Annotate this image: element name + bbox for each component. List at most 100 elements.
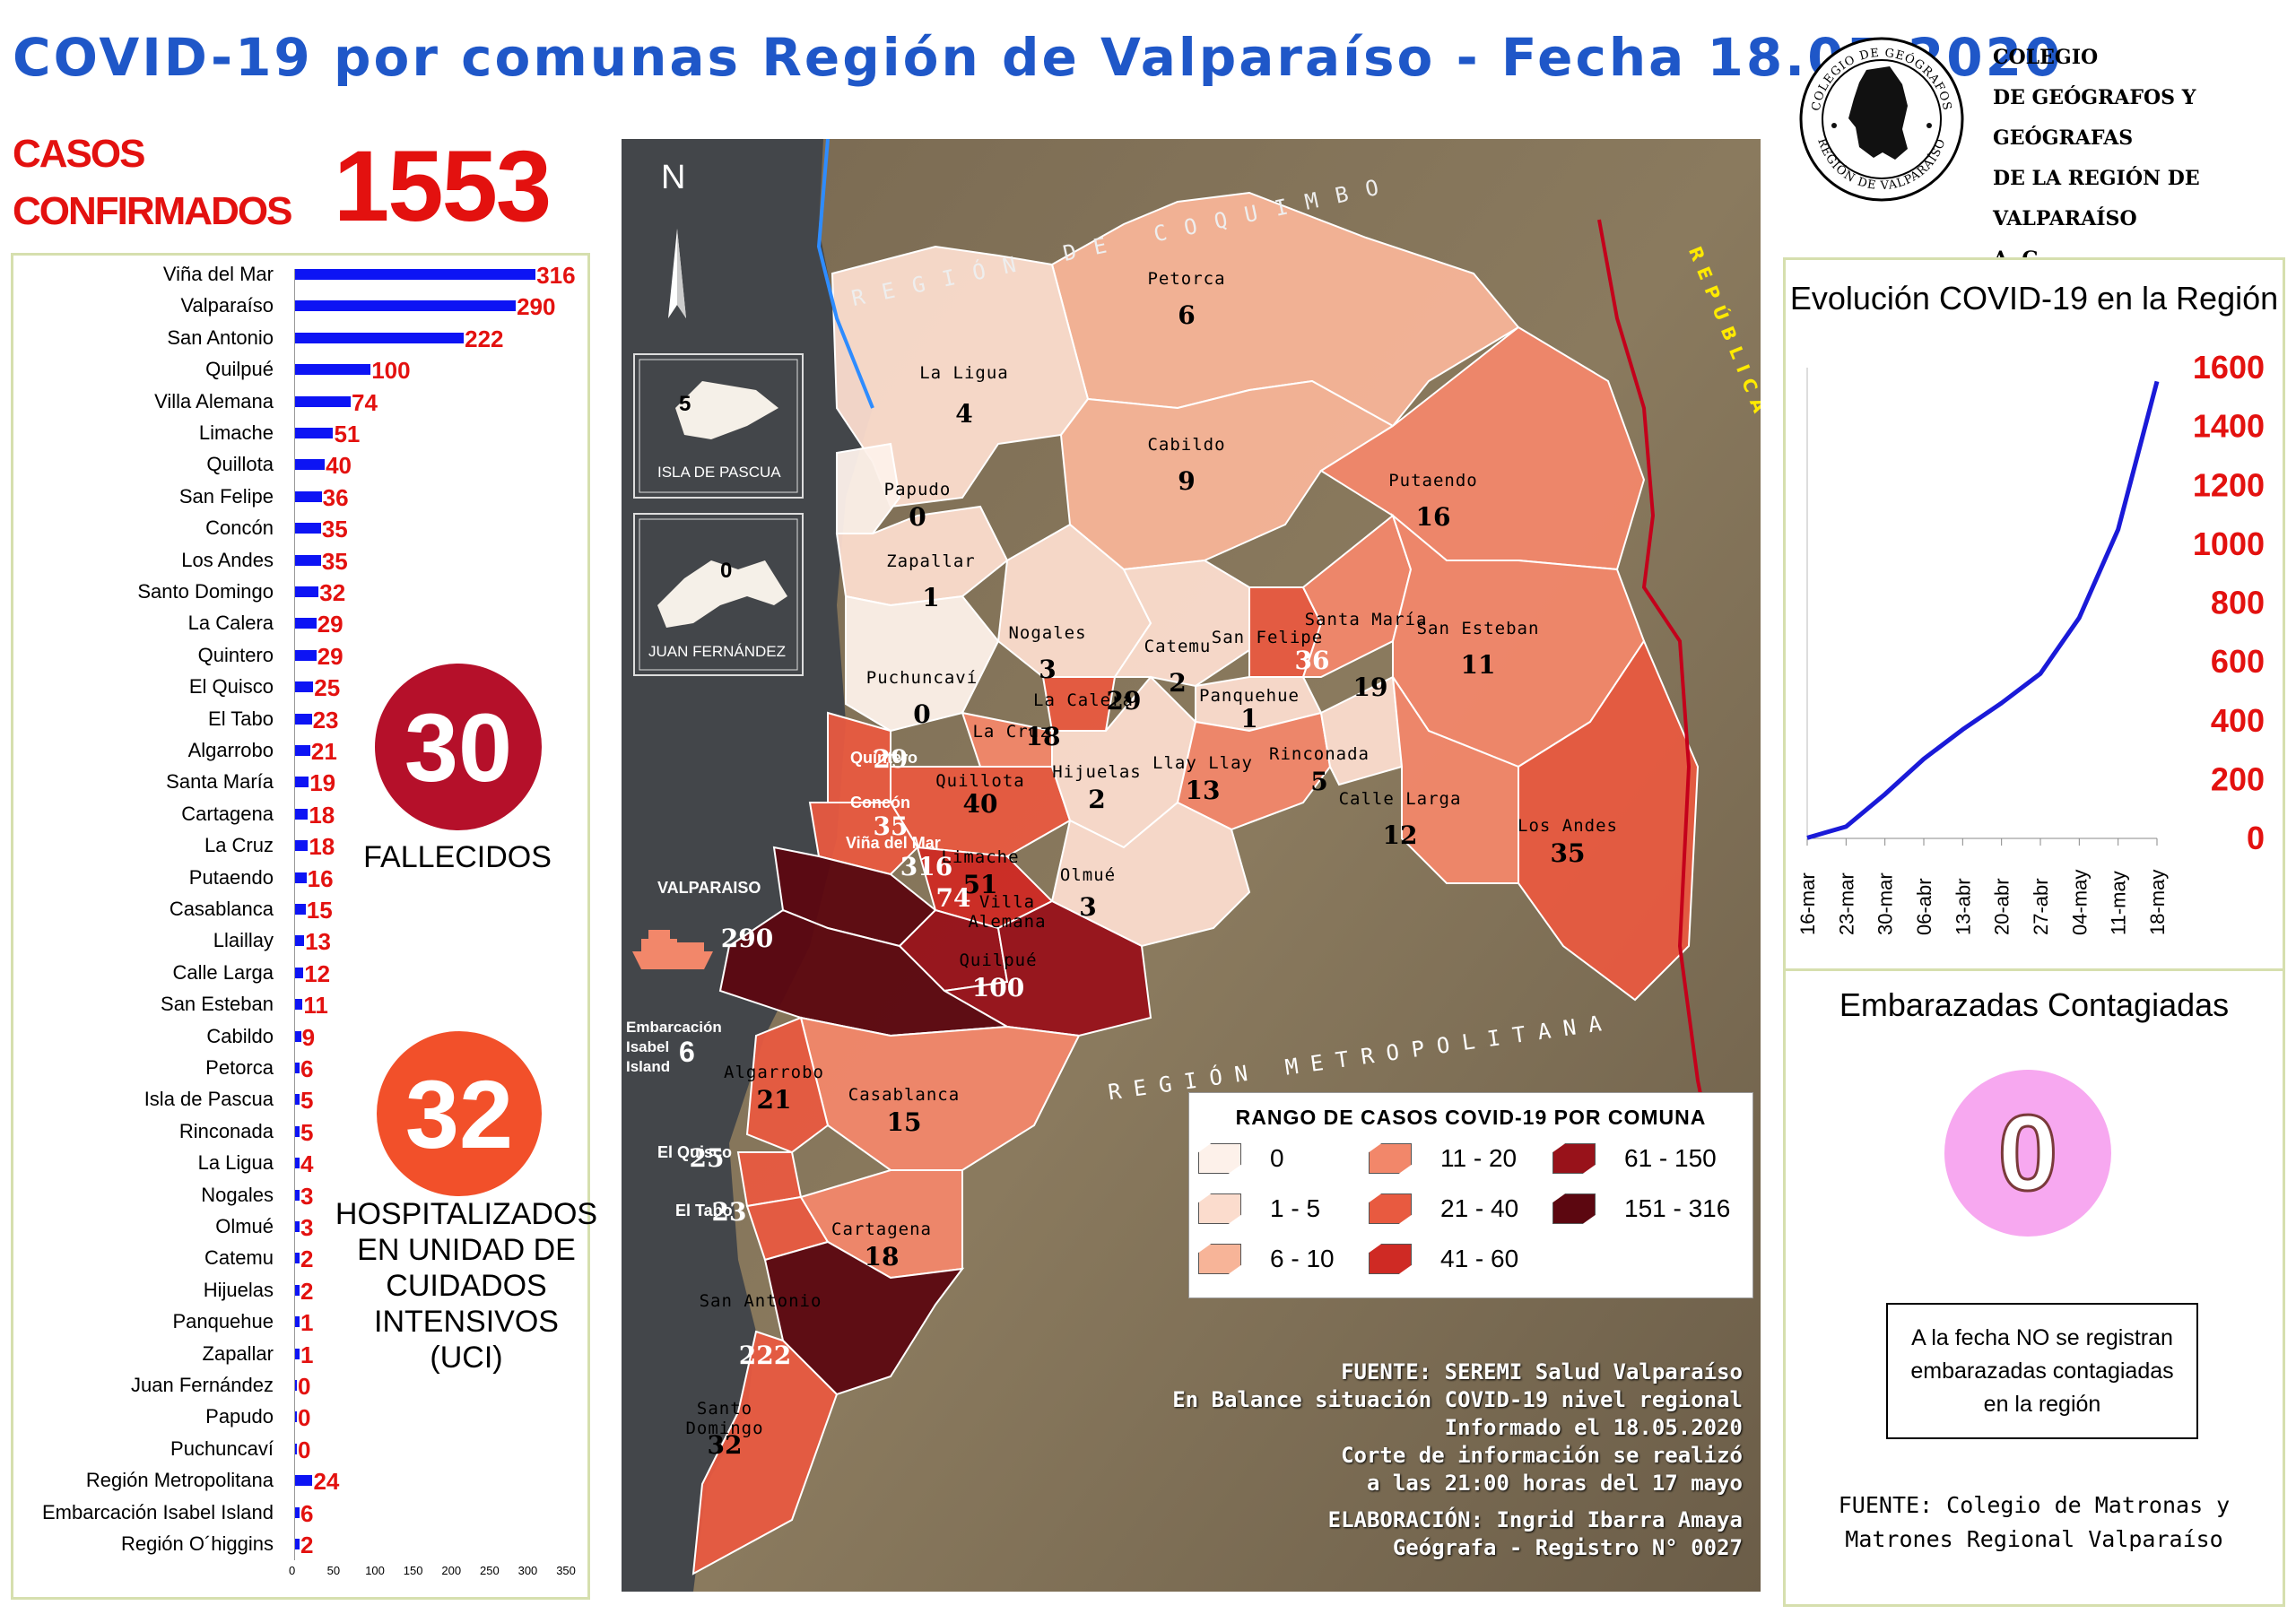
college-line-1: COLEGIO (1993, 46, 2099, 69)
bar (294, 395, 352, 407)
comuna-shape-cabildo (1059, 379, 1395, 571)
choropleth-map: 240000 REGIÓN DE COQUIMBO REGIÓN METROPO… (622, 139, 1761, 1592)
bar (294, 1316, 300, 1328)
bar (294, 586, 319, 597)
bar-value-label: 2 (300, 1532, 314, 1558)
bar (294, 1380, 297, 1391)
bar (294, 777, 309, 788)
comuna-label-catemu: Catemu (1144, 637, 1212, 656)
bar (294, 872, 307, 883)
comuna-value-olmue: 3 (1079, 892, 1097, 922)
bar (294, 269, 536, 280)
bar-category-label: La Cruz (204, 834, 274, 857)
comuna-value-quilpue: 100 (971, 973, 1025, 1002)
bar-value-label: 13 (305, 928, 331, 956)
comuna-label-petorca: Petorca (1147, 269, 1226, 289)
comuna-label-san-esteban: San Esteban (1416, 619, 1540, 638)
ship-icon (632, 930, 713, 969)
comuna-value-hijuelas: 2 (1088, 785, 1106, 814)
north-label: N (661, 159, 686, 196)
ship-label-line1: Embarcación (626, 1019, 722, 1036)
map-source-line4: Corte de información se realizó (1341, 1443, 1743, 1468)
bar-axis-tick: 50 (326, 1564, 341, 1577)
line-chart-y-tick: 400 (2211, 702, 2265, 739)
comuna-label-la-ligua: La Ligua (919, 363, 1009, 383)
ship-label: Embarcación Isabel Island (626, 1018, 722, 1077)
comuna-label-vina-del-mar: Viña del Mar (846, 834, 941, 852)
ship-label-line2: Isabel (626, 1038, 670, 1055)
comuna-value-la-cruz: 18 (1025, 722, 1061, 751)
bar-category-label: Rinconada (178, 1119, 274, 1142)
legend-title: RANGO DE CASOS COVID-19 POR COMUNA (1235, 1106, 1707, 1129)
bar-axis-tick: 200 (441, 1564, 462, 1577)
bar-category-label: Nogales (201, 1183, 274, 1206)
ship-value: 6 (679, 1036, 695, 1068)
comuna-label-el-tabo: El Tabo (675, 1202, 733, 1219)
comuna-label-quillota: Quillota (935, 771, 1025, 791)
comuna-label-casablanca: Casablanca (848, 1085, 961, 1105)
inset-isla-de-pascua-frame (633, 353, 804, 499)
bar (294, 808, 309, 820)
casos-value: 1553 (334, 130, 552, 242)
bar-value-label: 32 (319, 579, 346, 606)
embarazadas-note-line2: embarazadas contagiadas (1910, 1358, 2174, 1384)
comuna-value-panquehue: 1 (1240, 704, 1258, 733)
bar-value-label: 6 (300, 1499, 314, 1527)
bar-category-label: El Quisco (188, 675, 274, 699)
bar (294, 1030, 301, 1042)
line-chart-x-tick: 11-may (2108, 871, 2130, 935)
uci-label-line1: HOSPITALIZADOS (335, 1197, 598, 1231)
comuna-shape-casablanca (799, 1016, 1081, 1171)
evolution-panel (1783, 257, 2285, 971)
bar-category-label: Los Andes (181, 548, 274, 571)
comuna-value-el-tabo: 23 (711, 1197, 747, 1227)
legend-label: 21 - 40 (1440, 1194, 1519, 1222)
bar-category-label: Limache (198, 421, 274, 444)
bar-category-label: Quintero (197, 643, 274, 666)
inset-isla-de-pascua-value: 5 (679, 392, 691, 416)
bar-category-label: Catemu (204, 1246, 274, 1270)
embarazadas-note-line3: en la región (1983, 1391, 2101, 1417)
comuna-shape-rinconada (1319, 675, 1404, 786)
bar-category-label: Región Metropolitana (85, 1469, 274, 1492)
bar (294, 1411, 297, 1423)
fallecidos-value: 30 (404, 692, 513, 802)
comuna-shape-concon (808, 802, 919, 876)
bar-axis-tick: 250 (480, 1564, 500, 1577)
legend-swatch (1369, 1193, 1412, 1224)
line-chart-y-tick: 1600 (2193, 349, 2265, 386)
bar-value-label: 2 (300, 1245, 314, 1273)
comuna-label-quintero: Quintero (850, 749, 918, 767)
embarazadas-title: Embarazadas Contagiadas (1839, 986, 2230, 1023)
bar-value-label: 35 (321, 516, 348, 543)
bar (294, 554, 321, 566)
map-source-line2: En Balance situación COVID-19 nivel regi… (1172, 1387, 1743, 1412)
bar-value-label: 29 (317, 611, 344, 638)
uci-label: HOSPITALIZADOS EN UNIDAD DE CUIDADOS INT… (314, 1196, 619, 1376)
bar (294, 1094, 300, 1106)
comuna-value-santo-domingo: 32 (707, 1430, 743, 1460)
legend-swatch (1552, 1193, 1596, 1224)
bar (294, 1189, 300, 1201)
bar-category-label: La Ligua (197, 1151, 274, 1175)
bar-value-label: 16 (307, 864, 334, 892)
map-source-line3: Informado el 18.05.2020 (1444, 1415, 1743, 1440)
bar-value-label: 1 (300, 1341, 314, 1368)
comuna-shape-santo-domingo (691, 1330, 839, 1575)
casos-label-line1: CASOS (13, 132, 145, 176)
evolution-line-chart: 0 200 400 600 800 1000 1200 1400 1600 16-mar 23-ma… (1796, 349, 2265, 935)
line-chart-y-tick: 1000 (2193, 525, 2265, 562)
uci-label-line2: EN UNIDAD DE (357, 1233, 576, 1267)
bar-category-label: Zapallar (202, 1341, 274, 1365)
casos-label-line2: CONFIRMADOS (13, 189, 292, 233)
isla-de-pascua-shape (675, 381, 778, 439)
bar-value-label: 0 (298, 1436, 311, 1463)
uci-circle: 32 (377, 1031, 542, 1196)
line-chart-y-tick: 200 (2211, 760, 2265, 797)
bar-category-label: Santo Domingo (137, 580, 274, 603)
comuna-label-cabildo: Cabildo (1147, 435, 1226, 455)
legend-label: 61 - 150 (1624, 1144, 1717, 1172)
comuna-label-hijuelas: Hijuelas (1052, 762, 1142, 782)
bar (294, 1506, 300, 1518)
comuna-value-quillota: 40 (962, 789, 998, 819)
